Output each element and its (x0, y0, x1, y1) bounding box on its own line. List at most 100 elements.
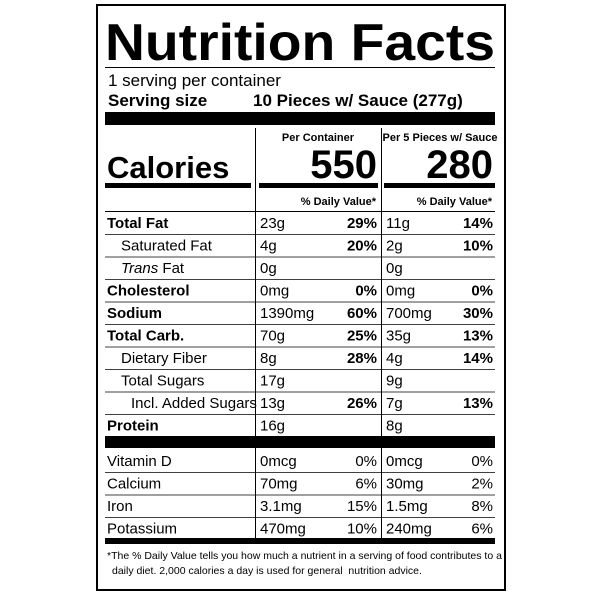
amount: 23g (260, 215, 285, 232)
amount: 0mcg (260, 453, 297, 470)
amount: 1390mg (260, 305, 314, 322)
nutrient-label-italic: Trans (121, 260, 159, 277)
nutrient-label-text: Total Carb. (107, 328, 184, 345)
daily-value-header: % Daily Value* (417, 196, 493, 208)
amount: 8g (386, 418, 403, 435)
nutrient-label-text: Protein (107, 418, 159, 435)
amount: 0g (260, 260, 277, 277)
nutrient-label-text: Sodium (107, 305, 162, 322)
amount: 4g (386, 350, 403, 367)
amount: 13g (260, 395, 285, 412)
daily-value: 60% (347, 305, 377, 322)
nutrient-label-text: Dietary Fiber (121, 350, 207, 367)
amount: 11g (386, 215, 410, 232)
daily-value: 6% (355, 476, 377, 493)
daily-value: 13% (463, 328, 493, 345)
title: Nutrition Facts (105, 14, 495, 72)
nutrient-label: Saturated Fat (121, 238, 213, 255)
nutrient-label: Total Fat (107, 215, 168, 232)
amount: 16g (260, 418, 285, 435)
nutrient-label-text: Incl. Added Sugars (131, 395, 257, 412)
nutrient-label-text: Calcium (107, 476, 161, 493)
nutrient-label: Potassium (107, 521, 177, 538)
daily-value: 0% (471, 453, 493, 470)
column-header: Per Container (282, 132, 355, 144)
daily-value: 2% (471, 476, 493, 493)
daily-value-header: % Daily Value* (301, 196, 377, 208)
daily-value: 15% (347, 498, 377, 515)
nutrient-label-text: Vitamin D (107, 453, 172, 470)
amount: 9g (386, 373, 403, 390)
nutrient-label-text: Iron (107, 498, 133, 515)
daily-value: 6% (471, 521, 493, 538)
daily-value: 29% (347, 215, 377, 232)
amount: 8g (260, 350, 277, 367)
daily-value: 10% (347, 521, 377, 538)
medium-bar (384, 183, 495, 188)
nutrient-label-text: Saturated Fat (121, 238, 213, 255)
nutrient-label-text: Cholesterol (107, 283, 190, 300)
daily-value: 0% (471, 283, 493, 300)
amount: 17g (260, 373, 285, 390)
amount: 7g (386, 395, 403, 412)
nutrient-label-text: Total Fat (107, 215, 168, 232)
medium-bar (105, 538, 495, 544)
footnote: *The % Daily Value tells you how much a … (107, 550, 502, 562)
amount: 700mg (386, 305, 432, 322)
nutrient-label: Total Sugars (121, 373, 204, 390)
amount: 0mg (260, 283, 289, 300)
amount: 1.5mg (386, 498, 428, 515)
amount: 70mg (260, 476, 298, 493)
amount: 30mg (386, 476, 424, 493)
footnote: daily diet. 2,000 calories a day is used… (112, 565, 422, 577)
nutrient-label: Protein (107, 418, 159, 435)
thick-bar (105, 112, 495, 125)
nutrient-label: Total Carb. (107, 328, 184, 345)
nutrient-label: Trans Fat (121, 260, 185, 277)
amount: 0mg (386, 283, 415, 300)
calories-value: 280 (426, 143, 493, 187)
daily-value: 26% (347, 395, 377, 412)
servings: 1 serving per container (108, 71, 281, 90)
amount: 3.1mg (260, 498, 302, 515)
calories-value: 550 (310, 143, 377, 187)
nutrient-label: Sodium (107, 305, 162, 322)
daily-value: 14% (463, 215, 493, 232)
daily-value: 0% (355, 283, 377, 300)
amount: 4g (260, 238, 277, 255)
nutrient-label: Incl. Added Sugars (131, 395, 257, 412)
amount: 0mcg (386, 453, 423, 470)
nutrient-label-text: Total Sugars (121, 373, 204, 390)
daily-value: 30% (463, 305, 493, 322)
daily-value: 0% (355, 453, 377, 470)
nutrient-label: Cholesterol (107, 283, 190, 300)
daily-value: 13% (463, 395, 493, 412)
medium-bar (259, 183, 378, 188)
calories-label: Calories (107, 150, 229, 185)
daily-value: 20% (347, 238, 377, 255)
amount: 470mg (260, 521, 306, 538)
serving-size-label: Serving size (108, 91, 207, 110)
nutrient-label-text: Potassium (107, 521, 177, 538)
label-border (96, 4, 506, 591)
amount: 70g (260, 328, 285, 345)
amount: 240mg (386, 521, 432, 538)
nutrient-label: Dietary Fiber (121, 350, 207, 367)
amount: 2g (386, 238, 403, 255)
daily-value: 25% (347, 328, 377, 345)
medium-bar (105, 183, 251, 188)
daily-value: 28% (347, 350, 377, 367)
nutrient-label: Calcium (107, 476, 161, 493)
serving-size-value: 10 Pieces w/ Sauce (277g) (253, 91, 463, 110)
daily-value: 14% (463, 350, 493, 367)
daily-value: 8% (471, 498, 493, 515)
daily-value: 10% (463, 238, 493, 255)
nutrient-label: Vitamin D (107, 453, 172, 470)
nutrient-label: Iron (107, 498, 133, 515)
amount: 35g (386, 328, 411, 345)
nutrient-label-text: Fat (162, 260, 185, 277)
thick-bar (105, 436, 495, 448)
column-header: Per 5 Pieces w/ Sauce (383, 132, 498, 144)
amount: 0g (386, 260, 403, 277)
